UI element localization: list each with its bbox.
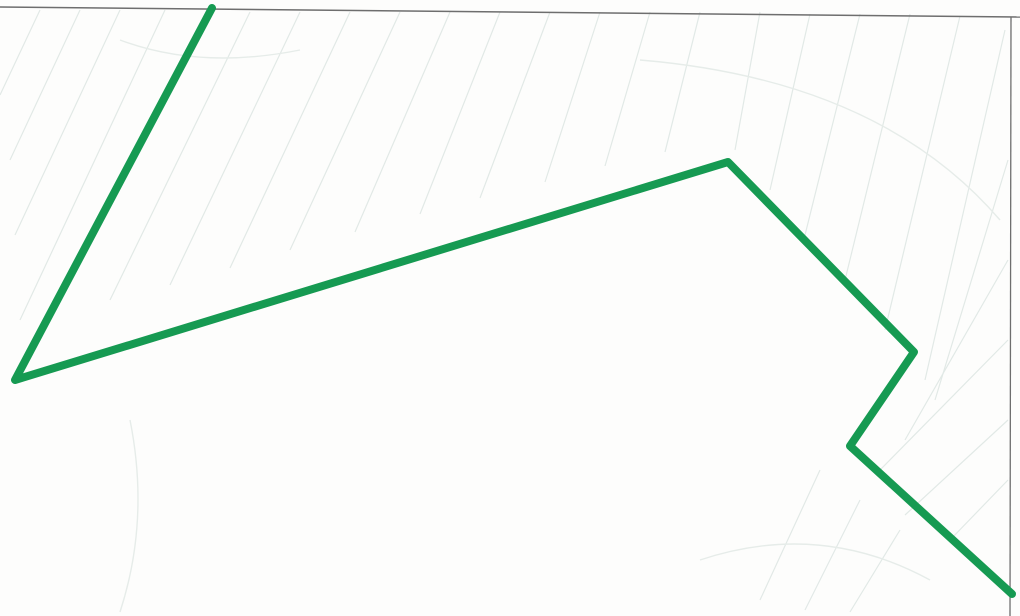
- background-hatching: [0, 9, 1009, 613]
- hatch-line: [949, 479, 1009, 541]
- map-arc: [119, 419, 139, 613]
- sheet-border: [0, 6, 1020, 616]
- hatch-line: [604, 11, 651, 167]
- hatch-line: [804, 13, 861, 236]
- hatch-line: [229, 11, 351, 269]
- hatch-line: [289, 11, 401, 251]
- hatch-line: [759, 469, 821, 601]
- hatch-line: [9, 9, 81, 161]
- hatch-line: [354, 11, 451, 233]
- right-border-line: [1009, 16, 1012, 616]
- hatch-line: [804, 499, 861, 611]
- hatch-line: [109, 11, 251, 301]
- hatch-line: [844, 13, 911, 281]
- map-arc: [119, 39, 301, 59]
- hatch-line: [924, 29, 1006, 381]
- hatch-line: [904, 419, 1009, 516]
- hatch-line: [419, 11, 501, 215]
- hatch-line: [769, 13, 811, 191]
- top-border-line: [0, 6, 1020, 18]
- hatch-line: [884, 15, 961, 331]
- hatch-line: [479, 11, 551, 199]
- hatch-line: [544, 11, 601, 183]
- hatch-line: [904, 259, 1009, 441]
- hatch-line: [734, 11, 761, 151]
- hatch-line: [849, 529, 901, 613]
- green-route-line: [11, 4, 1016, 598]
- faint-map-arcs: [119, 39, 1001, 613]
- hatch-line: [19, 9, 166, 321]
- map-arc: [699, 543, 931, 581]
- hatch-line: [0, 9, 41, 96]
- map-arc: [639, 59, 1001, 221]
- hatch-line: [664, 11, 701, 153]
- hatch-line: [14, 9, 121, 236]
- hatch-line: [879, 339, 1009, 471]
- hatch-line: [934, 159, 1009, 401]
- hatch-line: [169, 11, 301, 286]
